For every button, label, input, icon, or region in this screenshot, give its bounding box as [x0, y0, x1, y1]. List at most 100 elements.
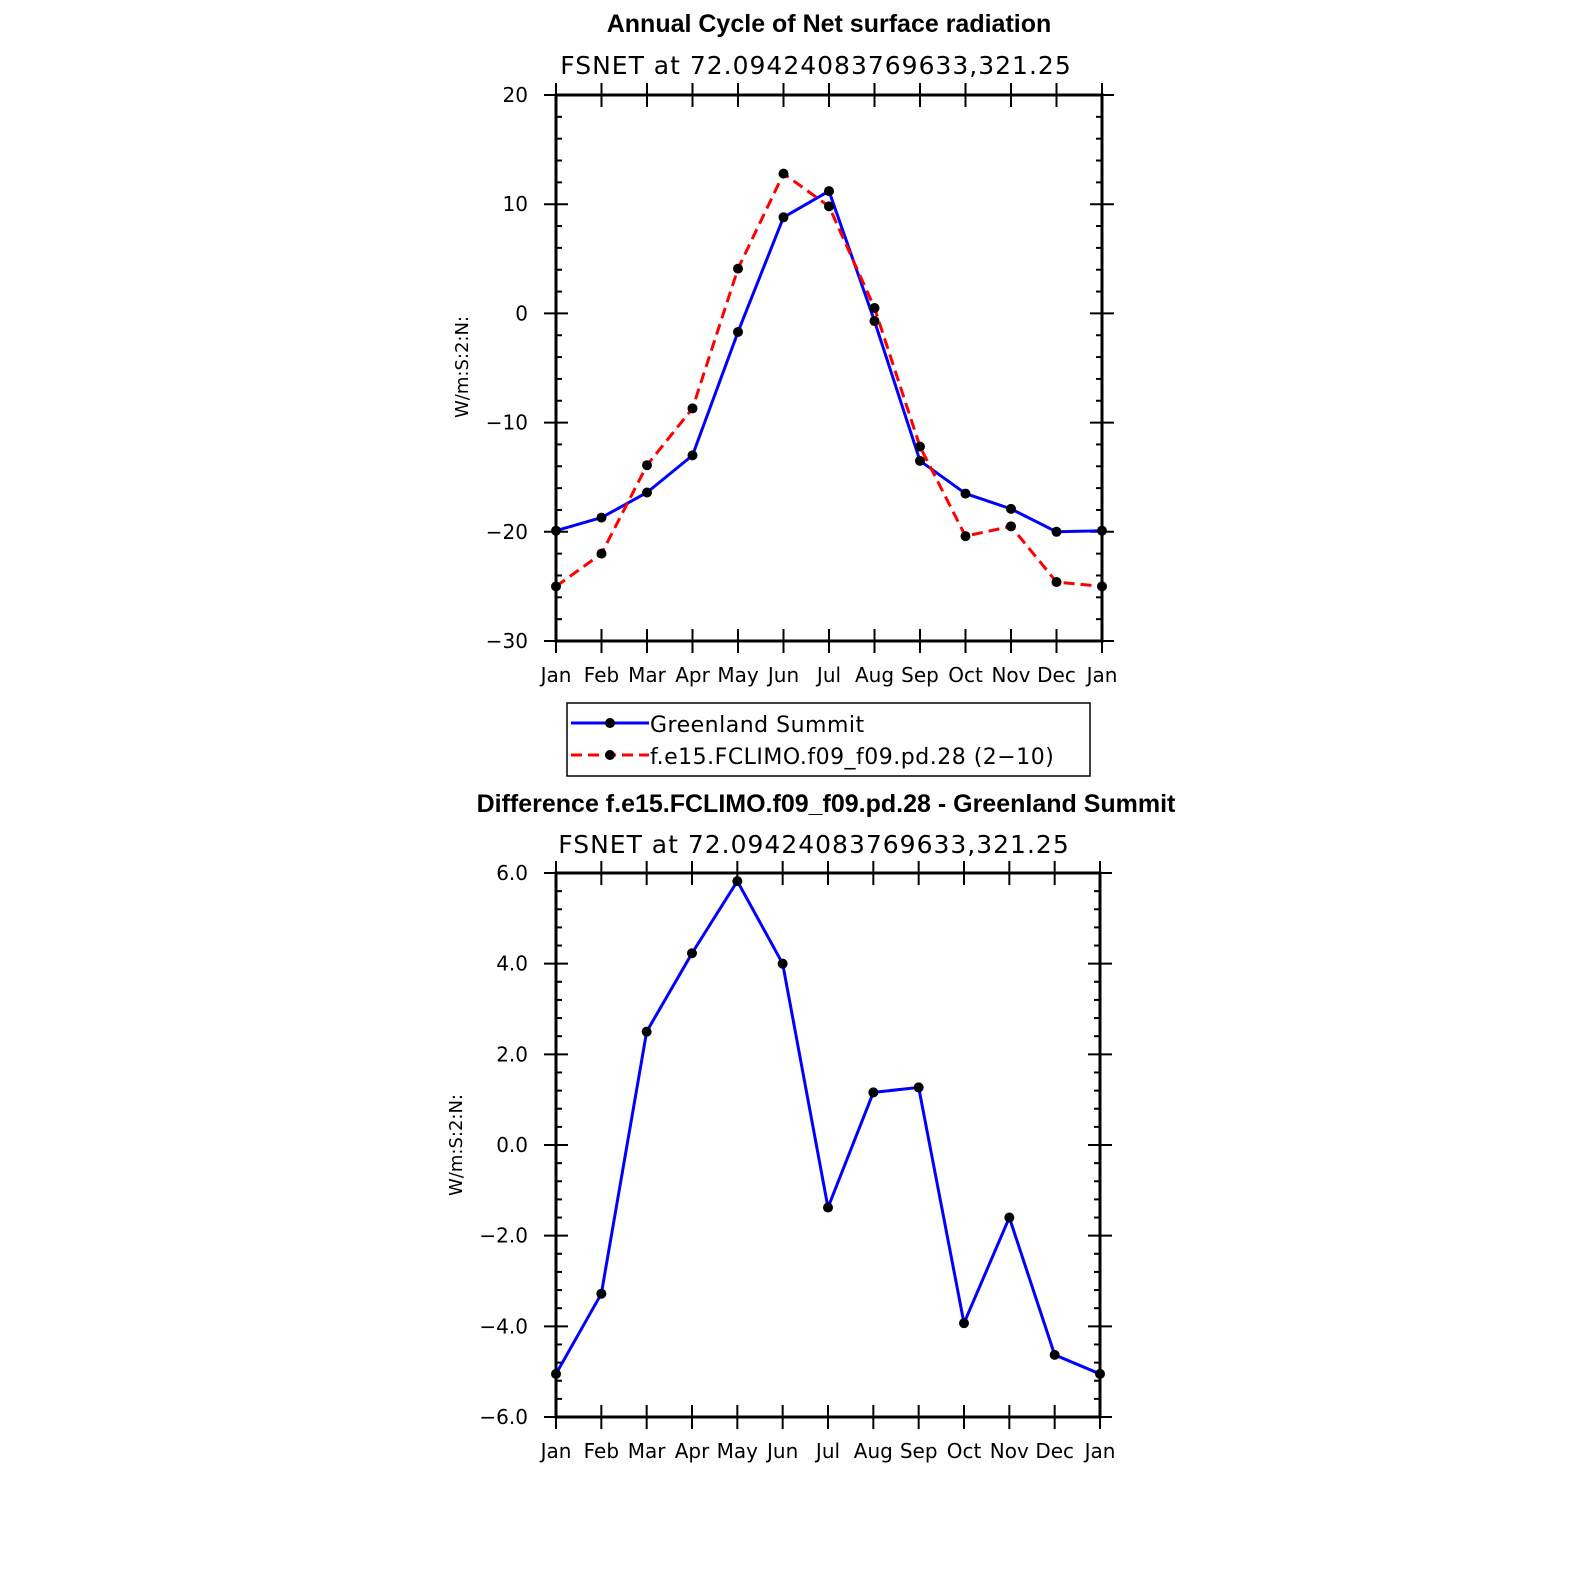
data-point — [733, 263, 743, 274]
x-tick-label: Apr — [675, 1439, 710, 1463]
y-tick-label: −30 — [486, 629, 528, 653]
data-point — [869, 316, 880, 327]
data-point — [915, 455, 925, 466]
data-point — [551, 1368, 561, 1379]
data-point — [778, 168, 789, 179]
legend-label-greenland-summit: Greenland Summit — [650, 713, 865, 738]
data-point — [869, 302, 880, 313]
x-tick-label: Mar — [628, 1439, 667, 1463]
y-tick-label: 4.0 — [496, 952, 528, 976]
data-point — [596, 1288, 607, 1299]
x-tick-label: May — [717, 1439, 759, 1463]
y-tick-label: 0.0 — [496, 1133, 528, 1157]
data-point — [1004, 1212, 1015, 1223]
data-point — [777, 958, 788, 969]
x-tick-label: Jan — [1083, 1439, 1116, 1463]
x-tick-label: Mar — [628, 663, 667, 687]
x-tick-label: Dec — [1037, 663, 1076, 687]
data-point — [1097, 581, 1107, 592]
y-tick-label: −20 — [486, 520, 528, 544]
y-tick-label: 10 — [503, 192, 528, 216]
y-tick-label: −2.0 — [479, 1224, 528, 1248]
x-tick-label: Jul — [814, 1439, 840, 1463]
data-point — [823, 1202, 833, 1213]
y-tick-labels: 6.0 4.0 2.0 0.0 −2.0 −4.0 −6.0 — [479, 861, 528, 1429]
legend-label-model: f.e15.FCLIMO.f09_f09.pd.28 (2−10) — [650, 745, 1054, 770]
series-line-1 — [555, 172, 1103, 588]
data-point — [596, 512, 607, 523]
data-point — [596, 548, 607, 559]
y-tick-label: −6.0 — [479, 1405, 528, 1429]
legend: Greenland Summit f.e15.FCLIMO.f09_f09.pd… — [566, 702, 1091, 777]
series-line-0 — [554, 879, 1101, 1376]
x-tick-label: Apr — [675, 663, 710, 687]
data-point — [687, 450, 698, 461]
data-point — [1097, 525, 1107, 536]
x-tick-label: Feb — [584, 1439, 619, 1463]
x-tick-label: Jan — [539, 663, 572, 687]
plot-frame — [554, 871, 1102, 1419]
data-point — [1051, 577, 1062, 588]
data-points — [551, 876, 1105, 1379]
plot-frame — [554, 93, 1104, 643]
data-point — [732, 876, 743, 887]
legend-marker-greenland-summit — [605, 718, 615, 728]
data-point — [642, 487, 652, 498]
tick-marks — [544, 83, 1114, 653]
x-tick-label: Jun — [766, 663, 799, 687]
data-point — [1095, 1368, 1105, 1379]
x-tick-label: Nov — [991, 663, 1030, 687]
data-point — [824, 186, 834, 197]
x-tick-label: Jul — [815, 663, 841, 687]
data-point — [551, 525, 561, 536]
x-tick-label: Oct — [947, 1439, 982, 1463]
y-axis-label: W/m:S:2:N: — [452, 316, 473, 418]
chart-title: Annual Cycle of Net surface radiation — [607, 10, 1052, 38]
data-point — [1006, 503, 1016, 514]
y-tick-label: −4.0 — [479, 1314, 528, 1338]
x-tick-label: Jan — [539, 1439, 572, 1463]
y-axis-label: W/m:S:2:N: — [446, 1094, 467, 1196]
data-point — [1051, 526, 1062, 537]
data-point — [642, 460, 652, 471]
data-point — [960, 488, 971, 499]
chart-subtitle: FSNET at 72.09424083769633,321.25 — [558, 830, 1069, 859]
legend-box — [566, 702, 1091, 777]
chart-subtitle: FSNET at 72.09424083769633,321.25 — [560, 51, 1071, 80]
data-point — [733, 326, 743, 337]
data-point — [915, 441, 925, 452]
data-point — [687, 403, 698, 414]
x-tick-label: Nov — [990, 1439, 1029, 1463]
y-tick-label: 20 — [503, 83, 528, 107]
y-tick-label: 0 — [515, 301, 528, 325]
data-point — [959, 1318, 969, 1329]
legend-marker-model — [605, 750, 615, 760]
y-tick-label: 6.0 — [496, 861, 528, 885]
x-tick-label: Jun — [765, 1439, 798, 1463]
y-tick-label: −10 — [486, 411, 528, 435]
y-tick-labels: 20 10 0 −10 −20 −30 — [486, 83, 528, 653]
chart-title: Difference f.e15.FCLIMO.f09_f09.pd.28 - … — [477, 790, 1176, 818]
data-point — [551, 581, 561, 592]
x-tick-label: Sep — [901, 663, 939, 687]
x-tick-label: Sep — [900, 1439, 938, 1463]
data-point — [868, 1087, 879, 1098]
data-points — [551, 168, 1107, 592]
data-point — [824, 201, 834, 212]
y-tick-label: 2.0 — [496, 1042, 528, 1066]
x-tick-label: Dec — [1035, 1439, 1074, 1463]
panel-difference: Difference f.e15.FCLIMO.f09_f09.pd.28 - … — [446, 790, 1176, 1463]
data-point — [960, 531, 971, 542]
x-tick-label: Aug — [854, 1439, 893, 1463]
x-tick-label: Aug — [855, 663, 894, 687]
tick-marks — [544, 861, 1112, 1429]
series-lines — [554, 879, 1101, 1376]
x-tick-label: Feb — [584, 663, 619, 687]
panel-annual-cycle: Annual Cycle of Net surface radiation FS… — [452, 10, 1118, 777]
data-point — [1049, 1349, 1060, 1360]
data-point — [687, 948, 697, 959]
x-tick-labels: Jan Feb Mar Apr May Jun Jul Aug Sep Oct Nov Dec Jan — [539, 663, 1118, 687]
series-lines — [555, 172, 1103, 588]
data-point — [1006, 521, 1016, 532]
